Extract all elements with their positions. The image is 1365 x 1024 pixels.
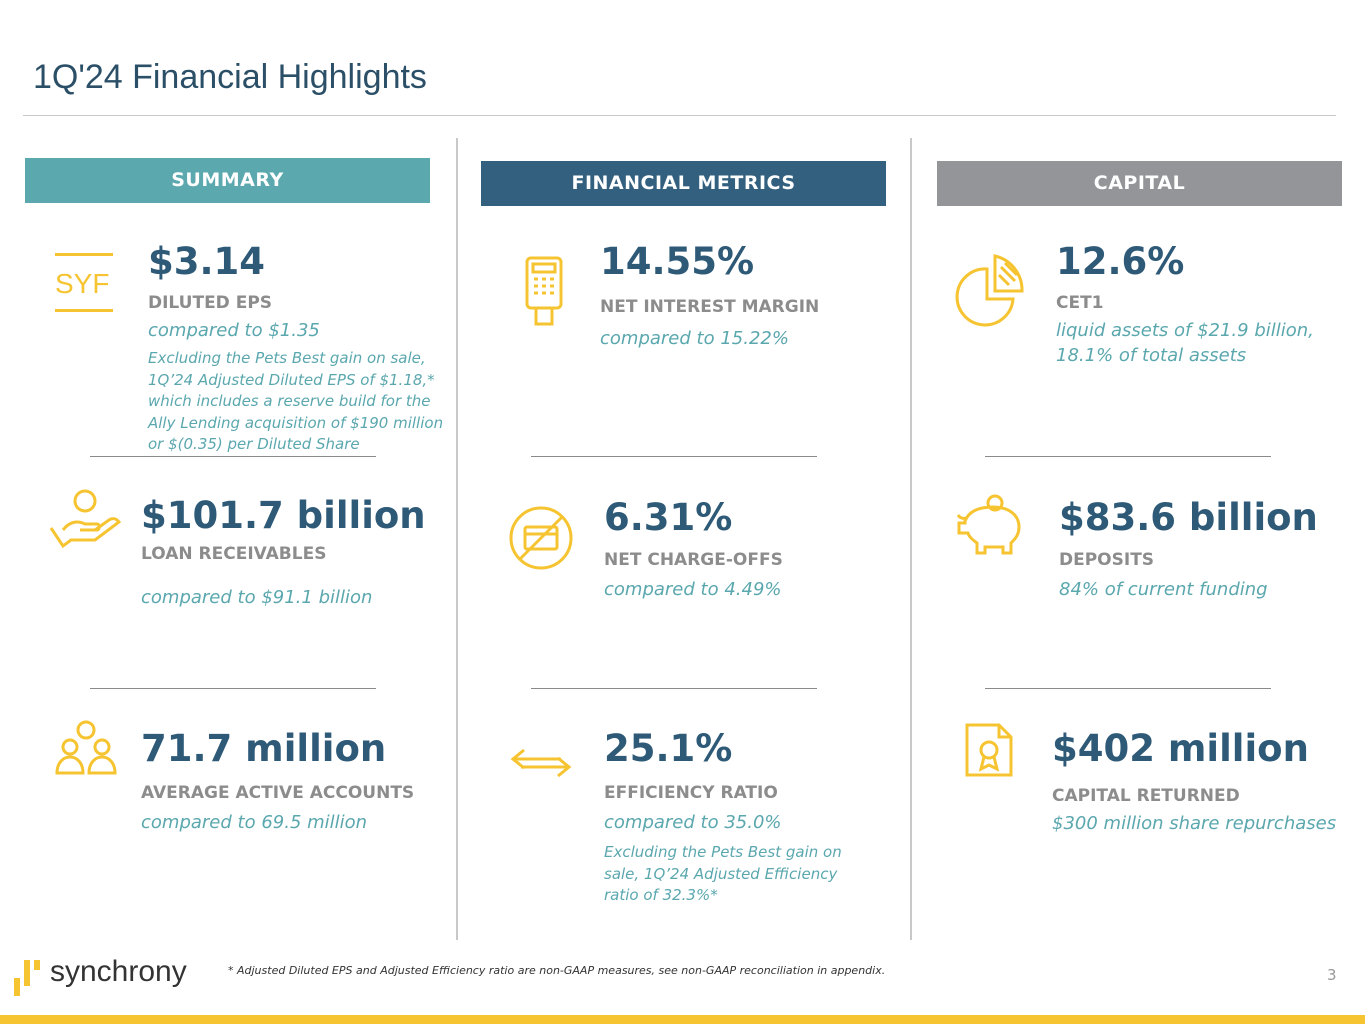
financial-metrics-header: FINANCIAL METRICS bbox=[481, 161, 886, 206]
arrows-exchange-icon bbox=[510, 748, 572, 778]
summary-header: SUMMARY bbox=[25, 158, 430, 203]
divider bbox=[90, 688, 376, 689]
certificate-icon bbox=[965, 723, 1013, 777]
deposits-value: $83.6 billion bbox=[1059, 496, 1318, 539]
divider bbox=[90, 456, 376, 457]
pie-chart-icon bbox=[955, 254, 1024, 327]
synchrony-logo-mark bbox=[14, 960, 40, 996]
divider bbox=[985, 688, 1271, 689]
net-interest-margin-value: 14.55% bbox=[600, 240, 755, 283]
net-charge-offs-compare: compared to 4.49% bbox=[604, 579, 782, 600]
active-accounts-label: AVERAGE ACTIVE ACCOUNTS bbox=[141, 783, 415, 803]
synchrony-logo: synchrony bbox=[50, 955, 187, 988]
net-interest-margin-compare: compared to 15.22% bbox=[600, 328, 789, 349]
loan-receivables-label: LOAN RECEIVABLES bbox=[141, 544, 327, 564]
active-accounts-compare: compared to 69.5 million bbox=[141, 812, 368, 833]
capital-returned-compare: $300 million share repurchases bbox=[1052, 813, 1337, 834]
loan-receivables-compare: compared to $91.1 billion bbox=[141, 587, 373, 608]
no-card-icon bbox=[509, 506, 573, 570]
diluted-eps-value: $3.14 bbox=[148, 240, 266, 283]
column-divider bbox=[910, 138, 912, 940]
net-charge-offs-label: NET CHARGE-OFFS bbox=[604, 550, 783, 570]
net-charge-offs-value: 6.31% bbox=[604, 496, 733, 539]
cet1-compare-line2: 18.1% of total assets bbox=[1056, 345, 1247, 366]
loan-receivables-value: $101.7 billion bbox=[141, 494, 426, 537]
card-terminal-icon bbox=[525, 256, 563, 326]
net-interest-margin-label: NET INTEREST MARGIN bbox=[600, 297, 820, 317]
deposits-compare: 84% of current funding bbox=[1059, 579, 1268, 600]
capital-returned-value: $402 million bbox=[1052, 727, 1309, 770]
people-icon bbox=[55, 720, 117, 775]
capital-header: CAPITAL bbox=[937, 161, 1342, 206]
brand-bar bbox=[0, 1015, 1365, 1024]
efficiency-ratio-label: EFFICIENCY RATIO bbox=[604, 783, 778, 803]
efficiency-ratio-value: 25.1% bbox=[604, 727, 733, 770]
efficiency-ratio-compare: compared to 35.0% bbox=[604, 812, 782, 833]
capital-returned-label: CAPITAL RETURNED bbox=[1052, 786, 1240, 806]
page-title: 1Q'24 Financial Highlights bbox=[33, 58, 427, 96]
cet1-label: CET1 bbox=[1056, 293, 1104, 313]
divider bbox=[531, 688, 817, 689]
deposits-label: DEPOSITS bbox=[1059, 550, 1155, 570]
divider bbox=[531, 456, 817, 457]
page-number: 3 bbox=[1327, 966, 1337, 984]
title-divider bbox=[23, 115, 1336, 116]
footnote: * Adjusted Diluted EPS and Adjusted Effi… bbox=[228, 964, 886, 977]
column-divider bbox=[456, 138, 458, 940]
hand-coin-icon bbox=[49, 489, 122, 549]
syf-ticker-icon: SYF bbox=[55, 253, 115, 313]
active-accounts-value: 71.7 million bbox=[141, 727, 387, 770]
piggy-bank-icon bbox=[956, 494, 1021, 555]
cet1-value: 12.6% bbox=[1056, 240, 1185, 283]
cet1-compare: liquid assets of $21.9 billion, bbox=[1056, 320, 1314, 341]
diluted-eps-label: DILUTED EPS bbox=[148, 293, 273, 313]
diluted-eps-note: Excluding the Pets Best gain on sale, 1Q… bbox=[148, 349, 444, 453]
divider bbox=[985, 456, 1271, 457]
efficiency-ratio-note: Excluding the Pets Best gain on sale, 1Q… bbox=[604, 843, 842, 904]
diluted-eps-compare: compared to $1.35 bbox=[148, 320, 320, 341]
